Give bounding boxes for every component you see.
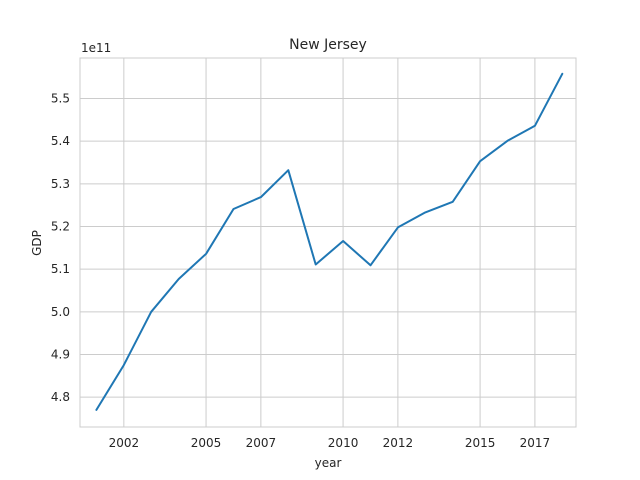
y-tick-label: 5.4 [51,134,70,148]
chart-title: New Jersey [289,37,367,53]
x-tick-label: 2012 [383,436,414,450]
series-layer [95,72,564,411]
x-tick-label: 2015 [465,436,496,450]
plot-border [79,57,577,428]
y-tick-label: 5.5 [51,92,70,106]
x-axis-title: year [315,456,342,470]
x-tick-label: 2010 [328,436,359,450]
y-tick-label: 5.1 [51,262,70,276]
y-tick-label: 4.9 [51,347,70,361]
y-tick-label: 5.0 [51,305,70,319]
x-tick-label: 2002 [109,436,140,450]
y-tick-label: 5.3 [51,177,70,191]
x-tick-label: 2005 [191,436,222,450]
y-tick-label: 5.2 [51,220,70,234]
y-axis-title: GDP [30,230,44,256]
x-tick-label: 2017 [520,436,551,450]
x-tick-label: 2007 [246,436,277,450]
plot-frame [79,57,577,428]
y-tick-label: 4.8 [51,390,70,404]
plot-background [80,58,576,427]
gdp-series-line [95,72,564,411]
grid [80,58,576,427]
tick-labels: 2002 2005 2007 2010 2012 2015 2017 4.8 4.9 5.0 5.1… [51,92,550,450]
y-axis-offset-label: 1e11 [81,41,111,55]
